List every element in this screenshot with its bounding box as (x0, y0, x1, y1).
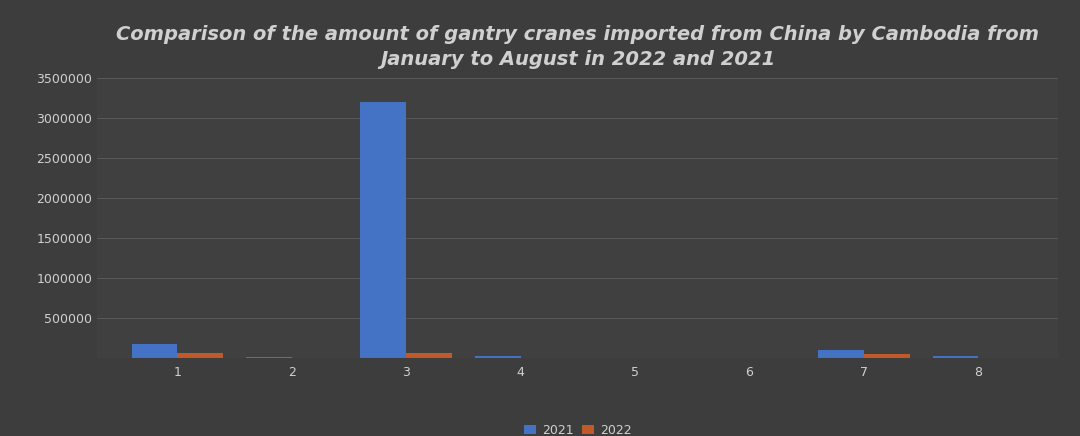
Legend: 2021, 2022: 2021, 2022 (519, 420, 636, 436)
Bar (361, 102, 406, 358)
Bar (819, 351, 864, 358)
Bar (246, 357, 292, 358)
Bar (932, 356, 978, 358)
Bar (177, 353, 224, 358)
Bar (475, 356, 521, 358)
Bar (864, 354, 909, 358)
Title: Comparison of the amount of gantry cranes imported from China by Cambodia from
J: Comparison of the amount of gantry crane… (117, 24, 1039, 68)
Bar (406, 353, 451, 358)
Bar (132, 344, 177, 358)
